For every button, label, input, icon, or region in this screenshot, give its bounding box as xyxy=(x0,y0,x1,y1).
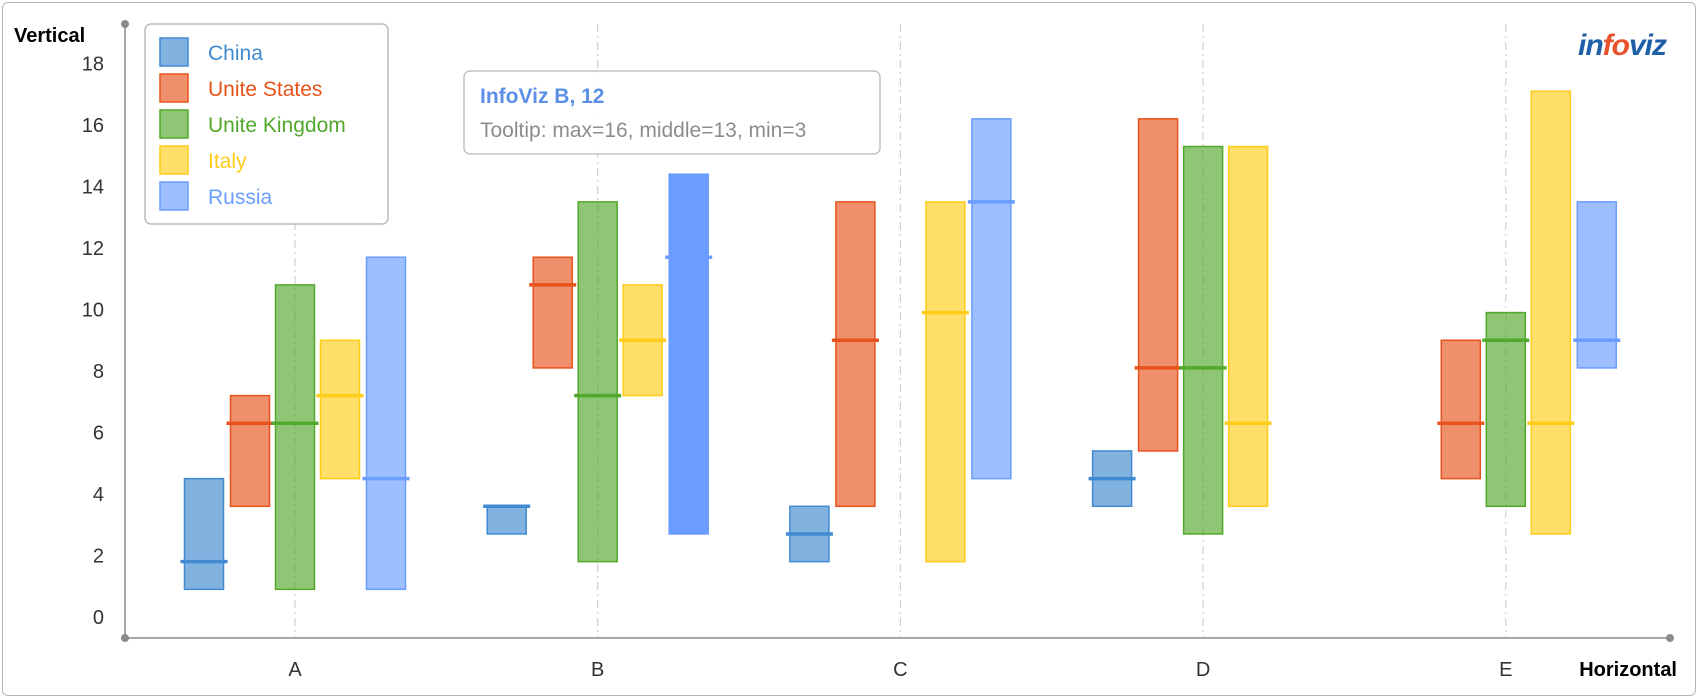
legend-swatch xyxy=(159,181,189,211)
x-tick-labels: A B C D E xyxy=(288,659,1512,681)
bar-russia-b[interactable] xyxy=(668,173,709,535)
x-axis-end-dot xyxy=(1666,634,1674,642)
legend-label: Italy xyxy=(208,150,247,173)
y-tick-labels: 0 2 4 6 8 10 12 14 16 18 xyxy=(82,54,104,630)
legend-item-unite-kingdom[interactable]: Unite Kingdom xyxy=(159,109,346,139)
legend-item-italy[interactable]: Italy xyxy=(159,145,247,175)
y-tick-label: 12 xyxy=(82,238,104,260)
legend-label: Russia xyxy=(208,186,273,209)
bar-unite-states-c[interactable] xyxy=(835,201,876,508)
bar-russia-a[interactable] xyxy=(365,256,407,591)
bar-china-b[interactable] xyxy=(486,505,527,535)
legend-label: Unite Kingdom xyxy=(208,114,346,137)
legend: China Unite States Unite Kingdom Italy Russi… xyxy=(144,23,389,225)
legend-label: Unite States xyxy=(208,78,322,101)
legend-swatch xyxy=(159,73,189,103)
legend-label: China xyxy=(208,42,263,65)
bar-italy-e[interactable] xyxy=(1530,90,1572,535)
y-tick-label: 10 xyxy=(82,300,104,322)
tooltip-box xyxy=(463,70,881,155)
bar-unite-kingdom-d[interactable] xyxy=(1182,145,1224,535)
y-tick-label: 16 xyxy=(82,115,104,137)
y-tick-label: 6 xyxy=(93,423,104,445)
x-tick-label: D xyxy=(1196,659,1210,681)
x-axis-title: Horizontal xyxy=(1579,659,1677,681)
legend-swatch xyxy=(159,109,189,139)
bars xyxy=(180,90,1621,591)
legend-item-unite-states[interactable]: Unite States xyxy=(159,73,322,103)
axis-origin-dot xyxy=(121,634,129,642)
x-tick-label: C xyxy=(893,659,907,681)
logo-text: infoviz xyxy=(1578,29,1667,62)
legend-item-russia[interactable]: Russia xyxy=(159,181,273,211)
bar-italy-c[interactable] xyxy=(925,201,966,563)
legend-swatch xyxy=(159,145,189,175)
infoviz-logo: infoviz xyxy=(1578,29,1668,62)
y-tick-label: 4 xyxy=(93,484,104,506)
x-tick-label: E xyxy=(1499,659,1512,681)
bar-italy-d[interactable] xyxy=(1227,145,1269,508)
bar-unite-states-b[interactable] xyxy=(532,256,573,369)
axes xyxy=(121,20,1674,642)
y-tick-label: 0 xyxy=(93,607,104,629)
legend-swatch xyxy=(159,37,189,67)
bar-unite-states-a[interactable] xyxy=(229,394,271,508)
bar-unite-kingdom-a[interactable] xyxy=(274,284,316,591)
bar-unite-states-e[interactable] xyxy=(1440,339,1482,480)
bar-italy-a[interactable] xyxy=(319,339,361,480)
tooltip-text: Tooltip: max=16, middle=13, min=3 xyxy=(480,119,806,142)
y-tick-label: 14 xyxy=(82,177,104,199)
bar-unite-kingdom-b[interactable] xyxy=(577,201,618,563)
bar-china-a[interactable] xyxy=(183,477,225,591)
tooltip: InfoViz B, 12 Tooltip: max=16, middle=13… xyxy=(463,70,881,155)
x-tick-label: A xyxy=(288,659,302,681)
bar-russia-e[interactable] xyxy=(1576,201,1618,369)
legend-box xyxy=(144,23,389,225)
y-axis-end-dot xyxy=(121,20,129,28)
tooltip-title: InfoViz B, 12 xyxy=(480,85,604,108)
bar-russia-c[interactable] xyxy=(971,118,1012,480)
bar-unite-kingdom-e[interactable] xyxy=(1485,311,1527,508)
legend-item-china[interactable]: China xyxy=(159,37,263,67)
y-tick-label: 2 xyxy=(93,546,104,568)
x-tick-label: B xyxy=(591,659,604,681)
y-axis-title: Vertical xyxy=(14,25,85,47)
y-tick-label: 8 xyxy=(93,361,104,383)
y-tick-label: 18 xyxy=(82,54,104,76)
bar-unite-states-d[interactable] xyxy=(1137,118,1179,452)
